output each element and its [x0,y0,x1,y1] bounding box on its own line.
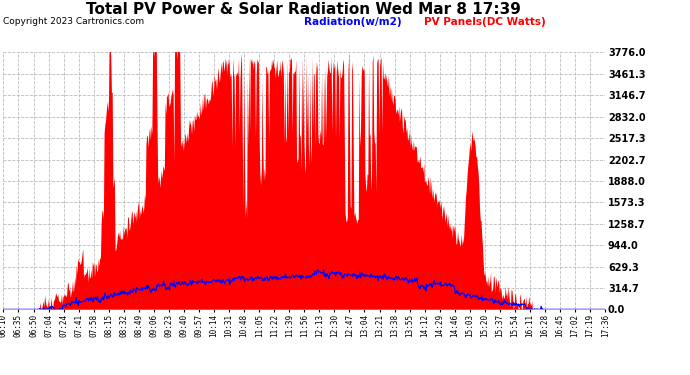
Text: PV Panels(DC Watts): PV Panels(DC Watts) [424,17,546,27]
Text: Total PV Power & Solar Radiation Wed Mar 8 17:39: Total PV Power & Solar Radiation Wed Mar… [86,2,521,17]
Text: Radiation(w/m2): Radiation(w/m2) [304,17,401,27]
Text: Copyright 2023 Cartronics.com: Copyright 2023 Cartronics.com [3,17,145,26]
